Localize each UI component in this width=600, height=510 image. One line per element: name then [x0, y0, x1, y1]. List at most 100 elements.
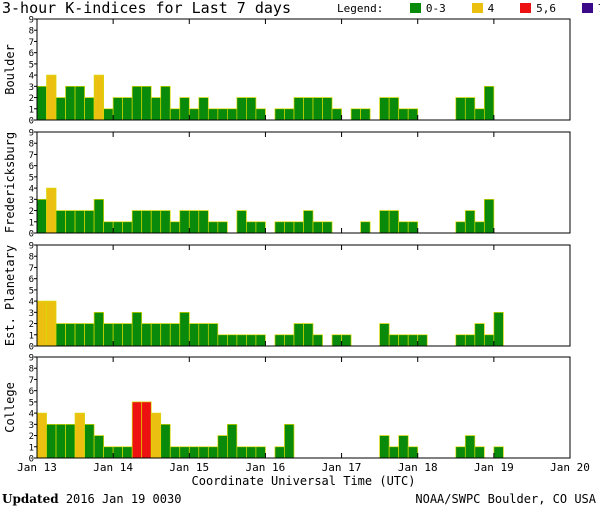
legend-item-5-6-label: 5,6	[536, 2, 556, 15]
y-tick-label: 4	[29, 72, 34, 82]
bar	[303, 97, 314, 121]
y-tick-label: 1	[29, 331, 34, 341]
bar	[483, 198, 495, 234]
bar	[474, 108, 485, 121]
bar	[455, 446, 466, 459]
bar	[112, 446, 124, 459]
bar	[312, 221, 323, 234]
bar	[227, 423, 238, 459]
bar	[464, 97, 476, 121]
bar	[36, 300, 47, 347]
y-tick-label: 4	[29, 298, 34, 308]
bar	[464, 334, 476, 347]
bar	[74, 323, 85, 347]
y-tick-label: 6	[29, 162, 34, 172]
x-tick-label: Jan 16	[246, 461, 286, 474]
bar	[169, 221, 181, 234]
bar	[131, 210, 143, 234]
bar	[303, 323, 314, 347]
bar	[65, 423, 76, 459]
bar	[188, 323, 200, 347]
bar	[284, 334, 295, 347]
y-tick-label: 2	[29, 432, 34, 442]
y-tick-label: 9	[29, 242, 34, 252]
legend-item-4-label: 4	[487, 2, 495, 15]
bar	[169, 323, 181, 347]
bar	[188, 446, 200, 459]
bar	[407, 108, 419, 121]
y-tick-label: 8	[29, 27, 34, 37]
y-tick-label: 8	[29, 253, 34, 263]
bar	[322, 97, 333, 121]
bar	[160, 85, 171, 121]
y-tick-label: 0	[29, 343, 34, 353]
bar	[474, 446, 485, 459]
x-tick-label: Jan 18	[398, 461, 438, 474]
bar	[84, 423, 95, 459]
y-tick-label: 7	[29, 38, 34, 48]
bar	[217, 108, 228, 121]
bar	[464, 435, 476, 459]
bar	[217, 435, 228, 459]
bar	[341, 334, 352, 347]
chart-title: 3-hour K-indices for Last 7 days	[2, 0, 291, 17]
legend-item-7-9-label: 7-9	[598, 2, 600, 15]
bar	[388, 334, 400, 347]
y-tick-label: 7	[29, 264, 34, 274]
bar	[141, 401, 152, 459]
bar	[398, 435, 409, 459]
bar	[131, 311, 143, 347]
bar	[169, 108, 181, 121]
x-axis-title: Coordinate Universal Time (UTC)	[192, 474, 416, 488]
bar	[122, 323, 133, 347]
bar	[207, 323, 219, 347]
bar	[284, 108, 295, 121]
bar	[331, 108, 342, 121]
bar	[84, 323, 95, 347]
bar	[150, 323, 162, 347]
bar	[236, 97, 247, 121]
bar	[103, 323, 114, 347]
bar	[217, 221, 228, 234]
bar	[179, 311, 190, 347]
bar	[122, 97, 133, 121]
bar	[293, 221, 304, 234]
y-tick-label: 5	[29, 173, 34, 183]
bar	[160, 423, 171, 459]
bar	[141, 85, 152, 121]
bar	[36, 412, 47, 459]
bar	[46, 423, 57, 459]
bar	[93, 435, 104, 459]
bar	[65, 85, 76, 121]
bar	[398, 334, 409, 347]
bar	[93, 311, 104, 347]
bar	[122, 221, 133, 234]
legend-item-7-9: 7-9	[581, 2, 600, 15]
legend-swatch-4	[471, 3, 483, 13]
bar	[388, 446, 400, 459]
bar	[464, 210, 476, 234]
bar	[398, 221, 409, 234]
y-tick-label: 2	[29, 320, 34, 330]
bar	[360, 221, 371, 234]
y-tick-label: 9	[29, 129, 34, 139]
bar	[312, 334, 323, 347]
bar	[455, 334, 466, 347]
y-tick-label: 6	[29, 275, 34, 285]
y-tick-label: 0	[29, 230, 34, 240]
bar	[141, 323, 152, 347]
station-label-est-planetary: Est. Planetary	[3, 245, 17, 346]
y-tick-label: 7	[29, 151, 34, 161]
y-tick-label: 8	[29, 365, 34, 375]
bar	[131, 85, 143, 121]
bar	[417, 334, 428, 347]
bar	[388, 210, 400, 234]
bar	[474, 221, 485, 234]
y-tick-label: 9	[29, 16, 34, 26]
bar	[65, 210, 76, 234]
legend-swatch-7-9	[581, 3, 593, 13]
bar	[379, 323, 390, 347]
bar	[55, 97, 66, 121]
bar	[55, 323, 66, 347]
